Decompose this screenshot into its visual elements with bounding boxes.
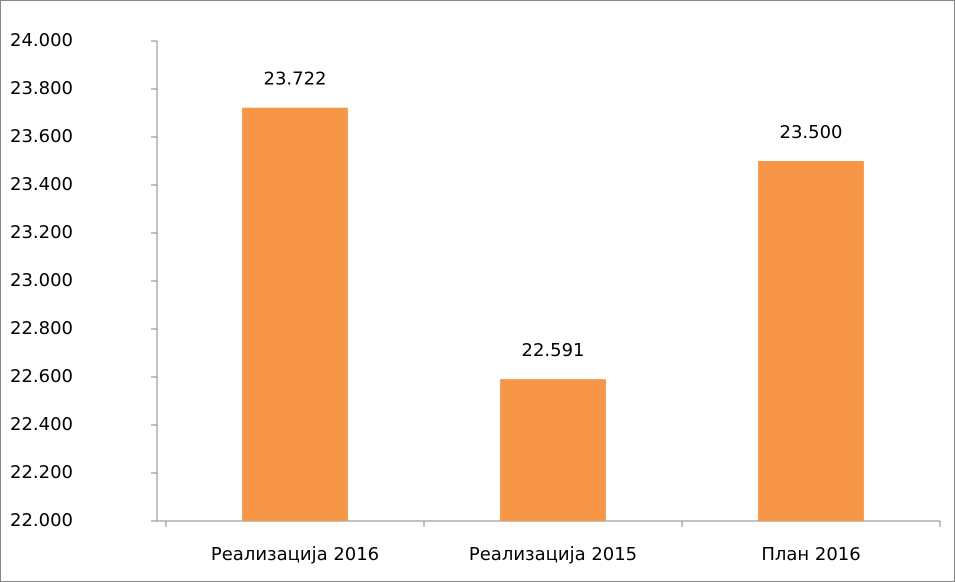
bar xyxy=(758,161,864,521)
y-tick-label: 23.800 xyxy=(10,78,73,99)
y-tick-label: 24.000 xyxy=(10,30,73,51)
data-label: 23.722 xyxy=(264,69,327,90)
y-tick-label: 23.600 xyxy=(10,126,73,147)
y-tick-label: 22.800 xyxy=(10,318,73,339)
bar xyxy=(242,107,348,521)
y-tick-label: 22.600 xyxy=(10,366,73,387)
y-tick-label: 22.000 xyxy=(10,510,73,531)
bar xyxy=(500,379,606,521)
y-tick-label: 23.400 xyxy=(10,174,73,195)
y-tick-label: 22.200 xyxy=(10,462,73,483)
x-tick-label: Реализација 2016 xyxy=(211,544,379,565)
data-label: 23.500 xyxy=(780,122,843,143)
y-tick-label: 23.200 xyxy=(10,222,73,243)
y-tick-label: 22.400 xyxy=(10,414,73,435)
x-tick-label: Реализација 2015 xyxy=(469,544,637,565)
y-tick-label: 23.000 xyxy=(10,270,73,291)
data-label: 22.591 xyxy=(522,340,585,361)
x-tick-label: План 2016 xyxy=(761,544,860,565)
